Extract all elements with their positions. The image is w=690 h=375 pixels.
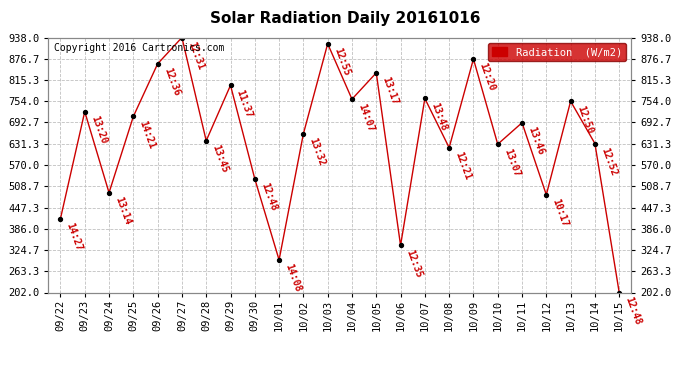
Point <box>371 70 382 76</box>
Point <box>322 41 333 47</box>
Point <box>79 109 90 115</box>
Text: 14:08: 14:08 <box>284 263 303 294</box>
Point <box>541 192 552 198</box>
Point <box>225 82 236 88</box>
Point <box>565 98 576 104</box>
Text: 13:46: 13:46 <box>526 126 546 156</box>
Text: 12:31: 12:31 <box>186 40 206 71</box>
Text: 13:32: 13:32 <box>308 136 327 168</box>
Point <box>346 96 357 102</box>
Text: 13:07: 13:07 <box>502 147 522 178</box>
Text: 12:48: 12:48 <box>623 295 643 326</box>
Text: 13:14: 13:14 <box>113 195 132 226</box>
Point <box>492 141 503 147</box>
Point <box>444 145 455 151</box>
Point <box>273 257 284 263</box>
Point <box>55 216 66 222</box>
Point <box>395 242 406 248</box>
Point <box>128 114 139 120</box>
Point <box>104 190 115 196</box>
Text: 12:36: 12:36 <box>161 67 181 98</box>
Point <box>613 290 624 296</box>
Point <box>468 56 479 62</box>
Point <box>298 131 309 137</box>
Text: 11:37: 11:37 <box>235 88 254 119</box>
Text: 10:17: 10:17 <box>551 198 570 229</box>
Text: 13:20: 13:20 <box>89 114 108 146</box>
Text: 14:21: 14:21 <box>137 119 157 150</box>
Point <box>201 138 212 144</box>
Point <box>249 176 260 182</box>
Point <box>420 96 431 102</box>
Text: 14:07: 14:07 <box>356 102 375 133</box>
Text: 12:50: 12:50 <box>575 104 594 135</box>
Text: 12:21: 12:21 <box>453 150 473 182</box>
Point <box>517 120 528 126</box>
Text: Solar Radiation Daily 20161016: Solar Radiation Daily 20161016 <box>210 11 480 26</box>
Point <box>589 141 600 147</box>
Text: 14:27: 14:27 <box>65 222 84 252</box>
Point <box>177 34 188 40</box>
Text: 12:52: 12:52 <box>599 146 618 177</box>
Text: 12:55: 12:55 <box>332 46 351 78</box>
Text: Copyright 2016 Cartronics.com: Copyright 2016 Cartronics.com <box>54 43 224 52</box>
Legend: Radiation  (W/m2): Radiation (W/m2) <box>488 43 626 61</box>
Text: 13:48: 13:48 <box>429 101 448 132</box>
Text: 12:35: 12:35 <box>405 248 424 279</box>
Text: 12:48: 12:48 <box>259 182 278 213</box>
Text: 13:45: 13:45 <box>210 144 230 174</box>
Point <box>152 61 163 67</box>
Text: 12:20: 12:20 <box>477 62 497 93</box>
Text: 13:17: 13:17 <box>380 76 400 106</box>
